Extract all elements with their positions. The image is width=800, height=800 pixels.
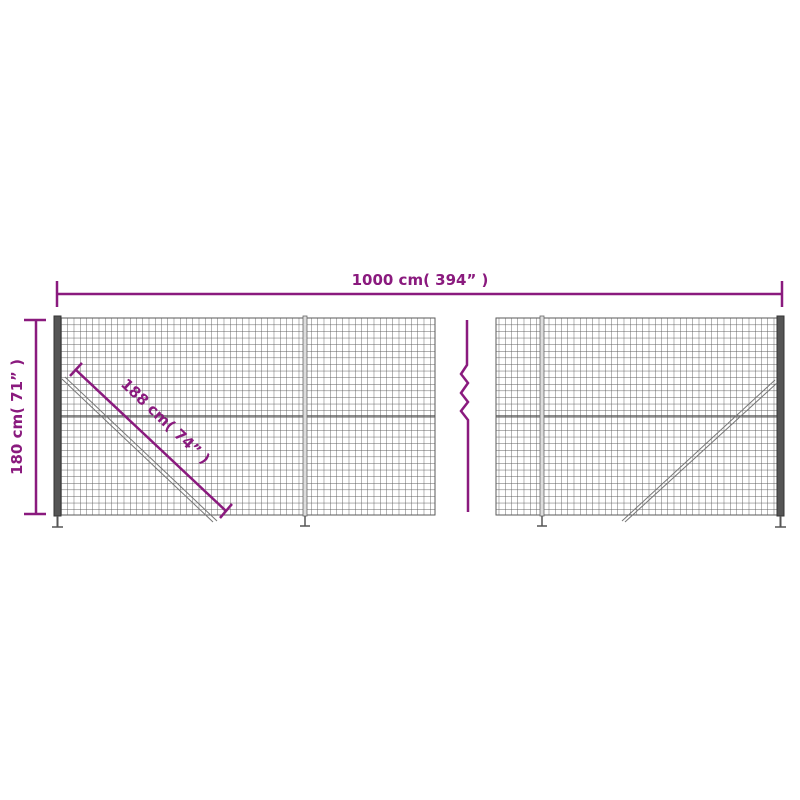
fence-section-left bbox=[52, 315, 436, 528]
middle-post-right bbox=[539, 315, 545, 517]
length-dimension bbox=[55, 281, 784, 307]
brace-strut-right bbox=[621, 379, 778, 523]
brace-strut-left bbox=[61, 376, 218, 523]
end-post-left bbox=[53, 315, 62, 517]
length-label: 1000 cm( 394” ) bbox=[352, 271, 489, 289]
height-dimension bbox=[24, 318, 46, 516]
break-symbol-icon bbox=[459, 320, 470, 512]
height-label: 180 cm( 71” ) bbox=[8, 359, 26, 475]
end-post-right bbox=[776, 315, 785, 517]
middle-post-left bbox=[302, 315, 308, 517]
brace-dimension bbox=[69, 362, 233, 519]
fence-section-right bbox=[495, 315, 786, 528]
